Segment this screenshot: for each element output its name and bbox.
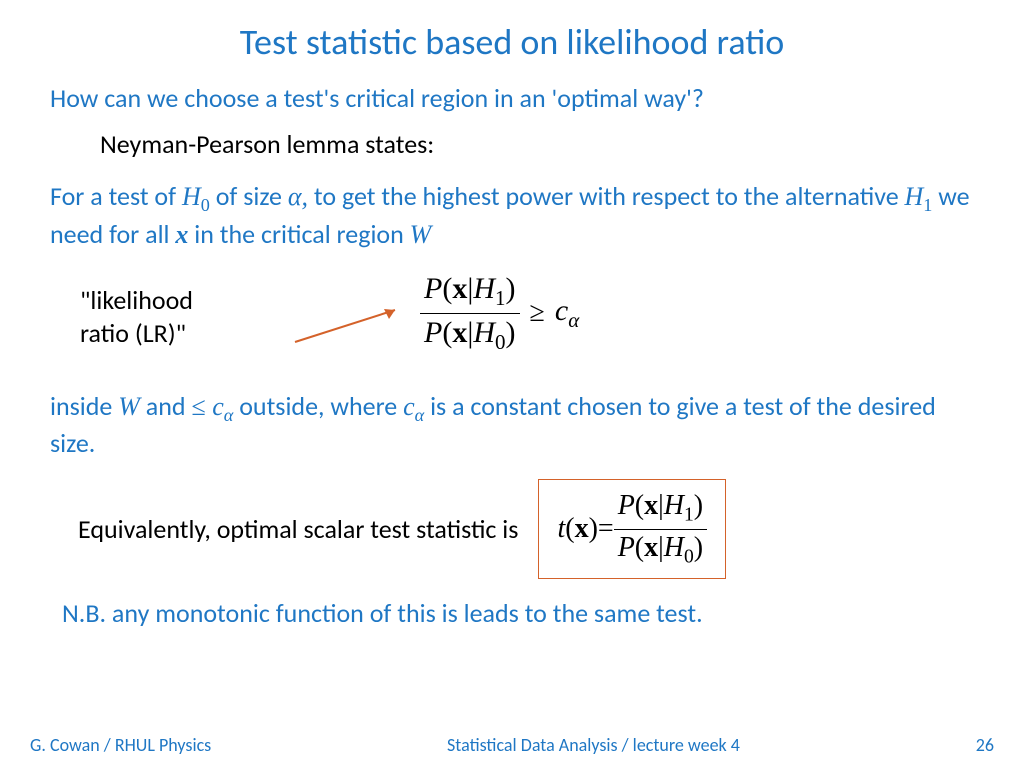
leq: ≤ bbox=[191, 392, 212, 421]
x: x bbox=[452, 272, 467, 305]
text: and bbox=[140, 390, 192, 422]
h1: H bbox=[905, 182, 924, 211]
rhs: cα bbox=[555, 294, 579, 333]
paren: ) bbox=[589, 513, 598, 544]
p: P bbox=[424, 272, 442, 305]
paren: ( bbox=[635, 532, 644, 563]
likelihood-ratio-row: "likelihood ratio (LR)" P(x|H1) P(x|H0) … bbox=[80, 272, 974, 362]
denominator: P(x|H0) bbox=[420, 313, 520, 355]
paren: ( bbox=[565, 513, 574, 544]
denominator: P(x|H0) bbox=[614, 529, 707, 569]
p: P bbox=[618, 490, 635, 521]
text: to get the highest power with respect to… bbox=[308, 180, 905, 212]
text: inside bbox=[50, 390, 118, 422]
paren: ( bbox=[635, 490, 644, 521]
paren: ) bbox=[694, 490, 703, 521]
x: x bbox=[644, 490, 658, 521]
equivalent-row: Equivalently, optimal scalar test statis… bbox=[78, 479, 974, 579]
lhs: t(x) bbox=[557, 513, 597, 545]
w-var: W bbox=[410, 220, 432, 249]
alpha-sub: α bbox=[568, 308, 579, 332]
w-var: W bbox=[118, 392, 140, 421]
eq: = bbox=[598, 513, 614, 545]
alpha-sub: α bbox=[415, 405, 425, 425]
c-var: c bbox=[212, 392, 224, 421]
para-2: inside W and ≤ cα outside, where cα is a… bbox=[50, 390, 974, 462]
slide: Test statistic based on likelihood ratio… bbox=[0, 0, 1024, 768]
x: x bbox=[575, 513, 589, 544]
para-1: For a test of H0 of size α, to get the h… bbox=[50, 180, 974, 252]
sub: 1 bbox=[684, 505, 694, 526]
text: of size bbox=[210, 180, 288, 212]
paren: ( bbox=[442, 316, 452, 349]
h: H bbox=[664, 490, 684, 521]
text: outside, where bbox=[233, 390, 403, 422]
x-var: x bbox=[175, 220, 188, 249]
equiv-text: Equivalently, optimal scalar test statis… bbox=[78, 513, 518, 545]
footer-right: 26 bbox=[976, 734, 994, 756]
geq: ≥ bbox=[530, 297, 545, 329]
slide-title: Test statistic based on likelihood ratio bbox=[50, 20, 974, 64]
h: H bbox=[664, 532, 684, 563]
numerator: P(x|H1) bbox=[614, 490, 707, 529]
sub: 0 bbox=[684, 546, 694, 567]
c-var: c bbox=[403, 392, 415, 421]
formula-lr-inequality: P(x|H1) P(x|H0) ≥ cα bbox=[420, 272, 579, 355]
paren: ( bbox=[442, 272, 452, 305]
formula-test-statistic: t(x) = P(x|H1) P(x|H0) bbox=[538, 479, 726, 579]
alpha-sub: α bbox=[224, 405, 234, 425]
sub: 0 bbox=[495, 330, 506, 354]
numerator: P(x|H1) bbox=[420, 272, 520, 313]
sub: 1 bbox=[495, 286, 506, 310]
h: H bbox=[473, 316, 495, 349]
p: P bbox=[618, 532, 635, 563]
paren: ) bbox=[506, 272, 516, 305]
h0-sub: 0 bbox=[201, 195, 210, 215]
h0: H bbox=[182, 182, 201, 211]
lr-label-line2: ratio (LR)" bbox=[80, 317, 240, 350]
lr-label: "likelihood ratio (LR)" bbox=[80, 284, 240, 349]
c: c bbox=[555, 294, 568, 327]
subtitle: How can we choose a test's critical regi… bbox=[50, 82, 974, 114]
fraction: P(x|H1) P(x|H0) bbox=[614, 490, 707, 568]
text: in the critical region bbox=[188, 218, 409, 250]
x: x bbox=[644, 532, 658, 563]
footer-center: Statistical Data Analysis / lecture week… bbox=[447, 734, 740, 756]
nb-note: N.B. any monotonic function of this is l… bbox=[62, 597, 974, 629]
neyman-pearson-line: Neyman-Pearson lemma states: bbox=[100, 128, 974, 160]
x: x bbox=[452, 316, 467, 349]
lr-label-line1: "likelihood bbox=[80, 284, 240, 317]
h: H bbox=[473, 272, 495, 305]
footer-left: G. Cowan / RHUL Physics bbox=[30, 734, 211, 756]
p: P bbox=[424, 316, 442, 349]
arrow-icon bbox=[290, 302, 410, 352]
text: For a test of bbox=[50, 180, 182, 212]
paren: ) bbox=[694, 532, 703, 563]
footer: G. Cowan / RHUL Physics Statistical Data… bbox=[0, 734, 1024, 756]
fraction: P(x|H1) P(x|H0) bbox=[420, 272, 520, 355]
paren: ) bbox=[506, 316, 516, 349]
alpha: α, bbox=[288, 182, 308, 211]
